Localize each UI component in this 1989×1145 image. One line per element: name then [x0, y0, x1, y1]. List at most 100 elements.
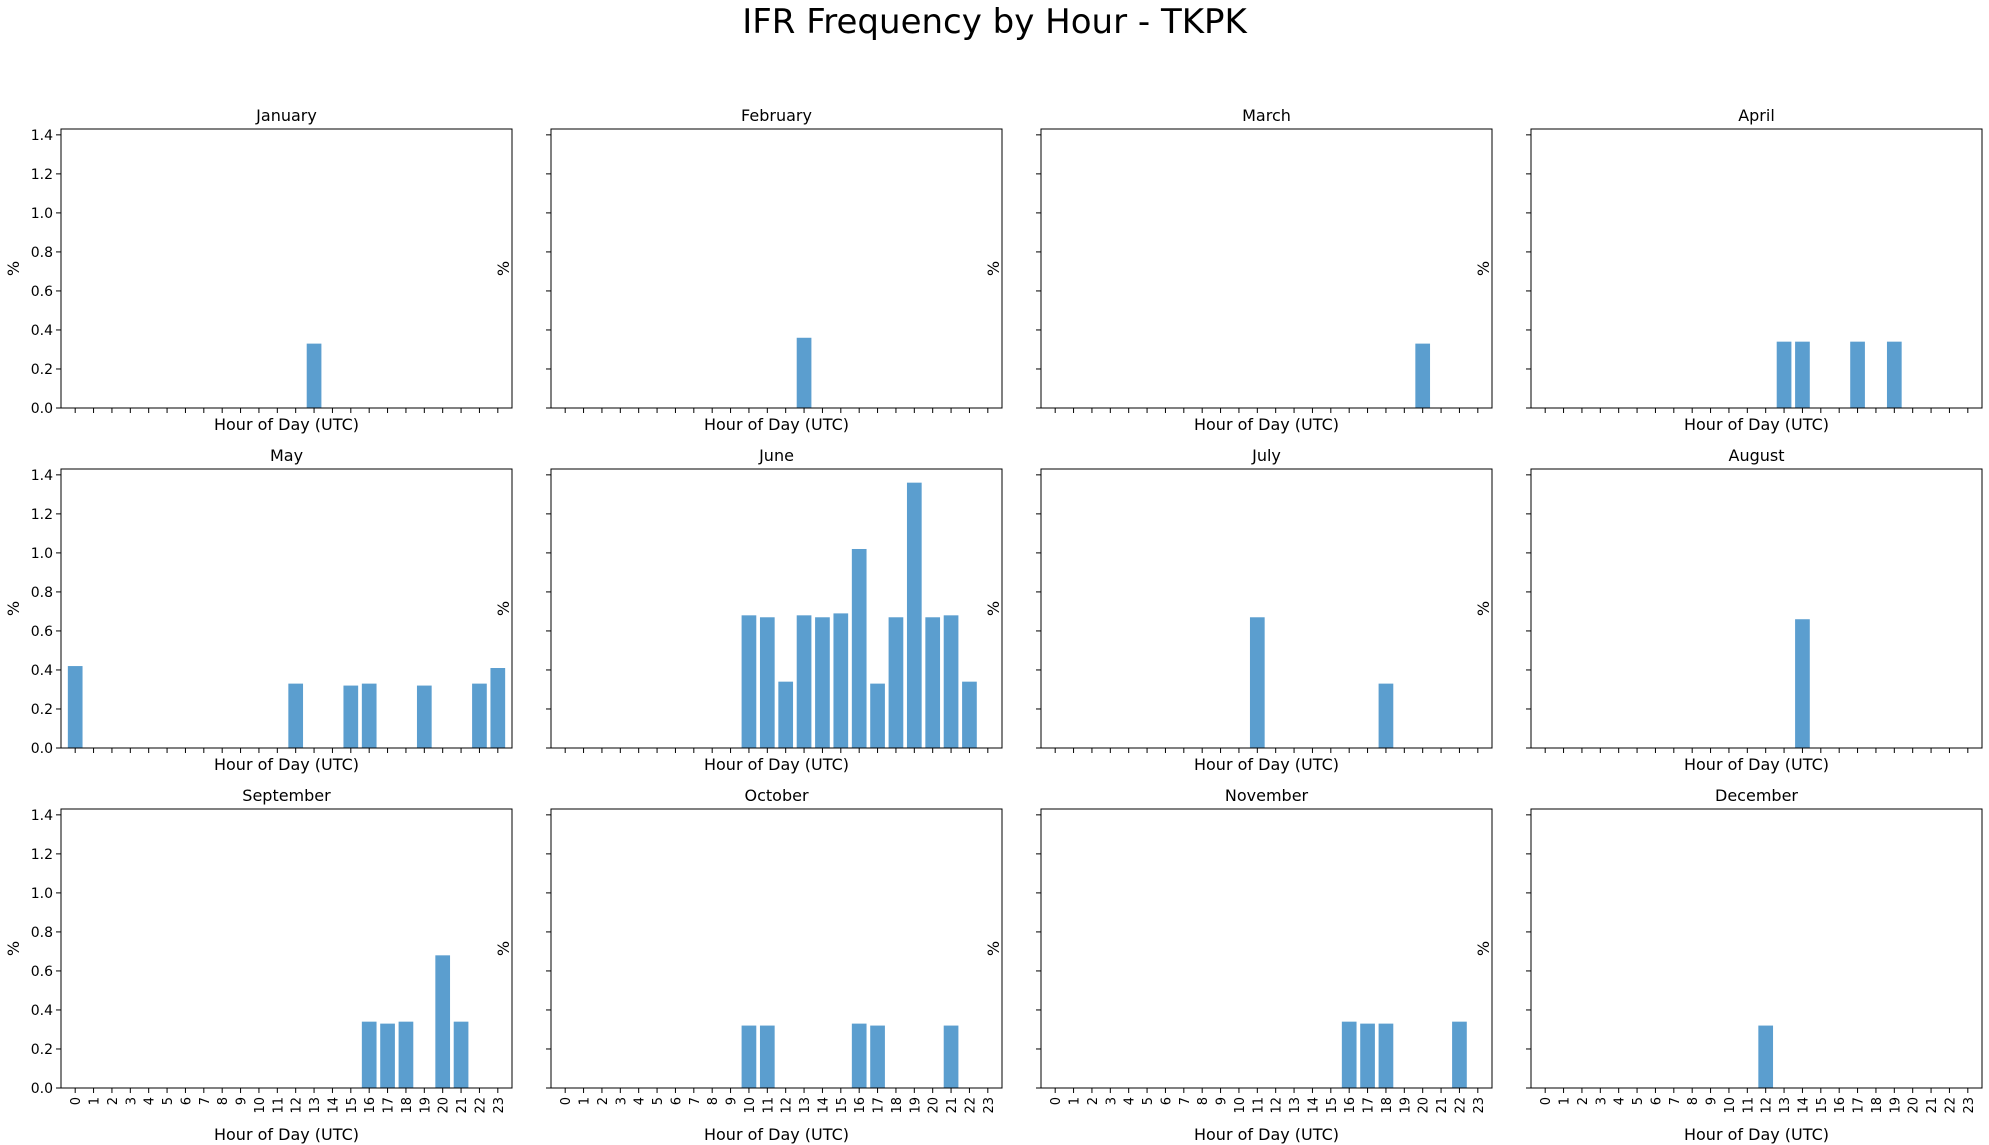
- x-tick-label: 17: [1362, 1097, 1377, 1114]
- bar: [361, 1021, 377, 1088]
- x-tick-label: 9: [1215, 1097, 1230, 1105]
- x-tick-label: 15: [1325, 1097, 1340, 1114]
- y-axis-label: %: [984, 941, 1003, 956]
- bar: [1378, 683, 1394, 748]
- x-tick-label: 11: [271, 1097, 286, 1114]
- x-tick-label: 4: [143, 1097, 158, 1105]
- axes-frame: [1530, 808, 1983, 1089]
- x-axis-label: Hour of Day (UTC): [214, 415, 359, 434]
- x-tick-label: 7: [1178, 1097, 1193, 1105]
- bar: [870, 1025, 885, 1088]
- y-tick-label: 0.8: [31, 585, 53, 601]
- bar: [796, 337, 812, 408]
- x-tick-label: 5: [161, 1097, 176, 1105]
- axes-frame: [550, 808, 1003, 1089]
- subplot-february: February Hour of Day (UTC)%: [494, 106, 1003, 434]
- x-tick-label: 22: [473, 1097, 488, 1114]
- bar: [380, 1023, 395, 1088]
- x-tick-label: 21: [1925, 1097, 1940, 1114]
- x-tick-label: 0: [69, 1097, 84, 1105]
- x-tick-label: 19: [1398, 1097, 1413, 1114]
- subplot-november: 0 1 2 3 4 5 6 7 8 9 10 11 12 13 14 15 16 17 18 19 20 21 22 23No…: [984, 786, 1493, 1144]
- subplot-title: July: [1251, 446, 1281, 465]
- y-axis-label: %: [494, 261, 513, 276]
- x-tick-label: 6: [179, 1097, 194, 1105]
- bar: [925, 617, 941, 748]
- axes-frame: [550, 128, 1003, 409]
- axes-frame: [60, 808, 513, 1089]
- y-tick-label: 0.0: [31, 1081, 53, 1097]
- subplot-title: November: [1225, 786, 1309, 805]
- subplot-title: March: [1242, 106, 1291, 125]
- x-tick-label: 3: [1104, 1097, 1119, 1105]
- x-tick-label: 18: [890, 1097, 905, 1114]
- x-tick-label: 6: [1649, 1097, 1664, 1105]
- bar: [361, 683, 377, 748]
- y-axis-label: %: [4, 601, 23, 616]
- y-axis-label: %: [984, 601, 1003, 616]
- y-axis-label: %: [1474, 261, 1493, 276]
- x-tick-label: 1: [1068, 1097, 1083, 1105]
- bar: [1758, 1025, 1774, 1088]
- x-tick-label: 10: [1233, 1097, 1248, 1114]
- x-tick-label: 12: [780, 1097, 795, 1114]
- x-tick-label: 18: [1380, 1097, 1395, 1114]
- x-tick-label: 2: [1576, 1097, 1591, 1105]
- bar: [759, 617, 775, 748]
- y-tick-label: 1.0: [31, 886, 53, 902]
- y-tick-label: 0.4: [31, 1003, 53, 1019]
- bar: [435, 955, 451, 1088]
- x-tick-label: 14: [326, 1097, 341, 1114]
- bar: [741, 1025, 757, 1088]
- y-axis-label: %: [494, 941, 513, 956]
- x-tick-label: 14: [1306, 1097, 1321, 1114]
- x-tick-label: 22: [1453, 1097, 1468, 1114]
- x-tick-label: 10: [1723, 1097, 1738, 1114]
- axes-frame: [1040, 808, 1493, 1089]
- y-tick-label: 1.4: [31, 128, 53, 144]
- subplot-title: May: [270, 446, 303, 465]
- subplot-title: December: [1715, 786, 1798, 805]
- x-tick-label: 20: [927, 1097, 942, 1114]
- x-tick-label: 12: [1270, 1097, 1285, 1114]
- x-tick-label: 23: [1962, 1097, 1977, 1114]
- x-tick-label: 8: [216, 1097, 231, 1105]
- x-tick-label: 11: [1251, 1097, 1266, 1114]
- y-tick-label: 1.2: [31, 507, 53, 523]
- x-tick-label: 21: [1435, 1097, 1450, 1114]
- x-tick-label: 19: [418, 1097, 433, 1114]
- x-tick-label: 2: [1086, 1097, 1101, 1105]
- x-tick-label: 11: [1741, 1097, 1756, 1114]
- x-tick-label: 1: [578, 1097, 593, 1105]
- bar: [343, 685, 359, 748]
- bar: [398, 1021, 414, 1088]
- bar: [1341, 1021, 1357, 1088]
- x-tick-label: 16: [1343, 1097, 1358, 1114]
- y-axis-label: %: [1474, 601, 1493, 616]
- x-tick-label: 0: [559, 1097, 574, 1105]
- x-tick-label: 21: [945, 1097, 960, 1114]
- subplot-title: August: [1729, 446, 1785, 465]
- x-tick-label: 17: [1852, 1097, 1867, 1114]
- bar: [815, 617, 830, 748]
- x-tick-label: 9: [1705, 1097, 1720, 1105]
- x-tick-label: 19: [1888, 1097, 1903, 1114]
- x-tick-label: 6: [669, 1097, 684, 1105]
- x-axis-label: Hour of Day (UTC): [704, 415, 849, 434]
- x-tick-label: 17: [382, 1097, 397, 1114]
- x-axis-label: Hour of Day (UTC): [1684, 1125, 1829, 1144]
- y-tick-label: 1.4: [31, 808, 53, 824]
- x-tick-label: 3: [614, 1097, 629, 1105]
- y-tick-label: 1.0: [31, 546, 53, 562]
- bar: [870, 683, 885, 748]
- subplot-october: 0 1 2 3 4 5 6 7 8 9 10 11 12 13 14 15 16 17 18 19 20 21 22 23Oc…: [494, 786, 1003, 1144]
- x-axis-label: Hour of Day (UTC): [1194, 1125, 1339, 1144]
- y-axis-label: %: [4, 261, 23, 276]
- x-axis-label: Hour of Day (UTC): [1684, 415, 1829, 434]
- x-axis-label: Hour of Day (UTC): [214, 755, 359, 774]
- y-tick-label: 0.2: [31, 702, 53, 718]
- subplot-title: April: [1738, 106, 1775, 125]
- x-tick-label: 1: [88, 1097, 103, 1105]
- bar: [416, 685, 432, 748]
- x-tick-label: 14: [816, 1097, 831, 1114]
